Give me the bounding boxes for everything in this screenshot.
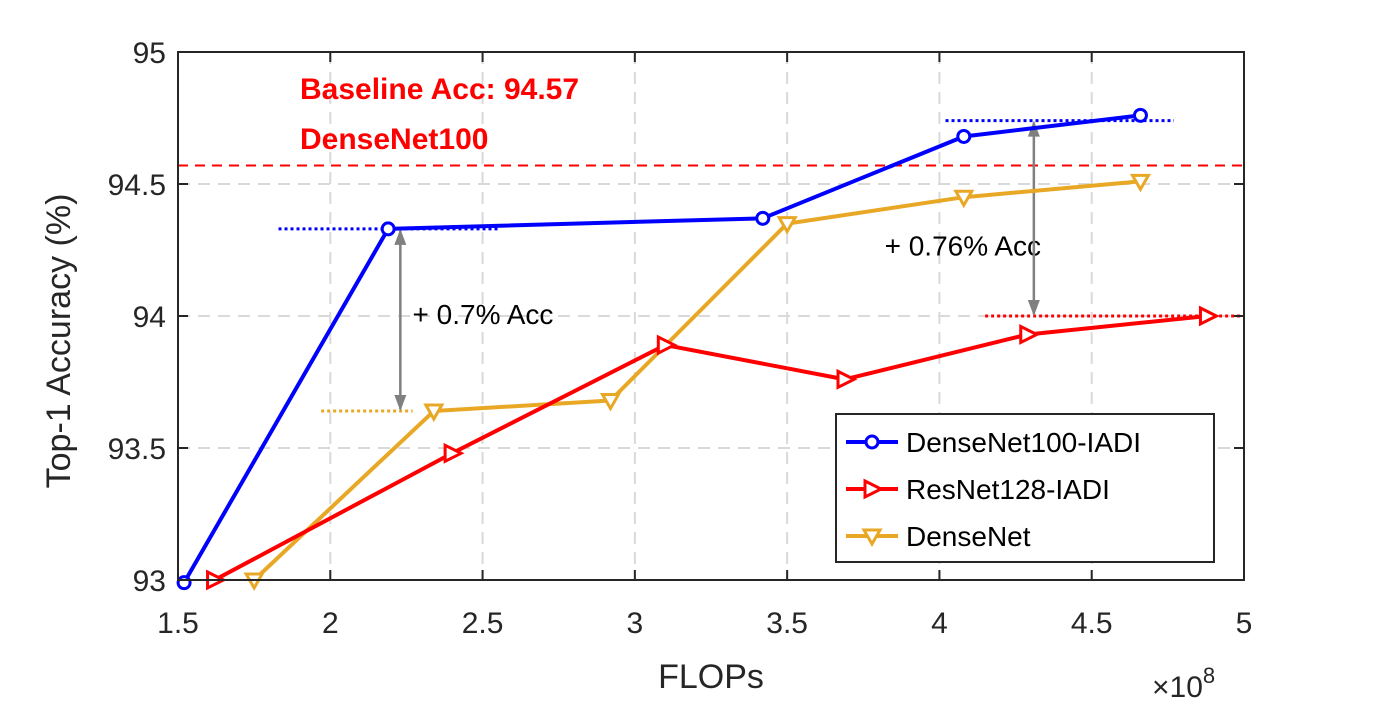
series-line: [213, 314, 1208, 582]
y-tick-label: 93.5: [108, 433, 166, 466]
series-resnet128-iadi: [206, 305, 1220, 591]
data-point: [755, 210, 771, 226]
x-tick-label: 1.5: [157, 607, 199, 640]
x-tick-label: 3.5: [766, 607, 808, 640]
data-point: [443, 442, 465, 464]
annotation-arrowhead-up: [394, 228, 407, 245]
x-axis-title: FLOPs: [658, 658, 764, 696]
data-point: [423, 403, 445, 423]
data-point: [1198, 305, 1220, 327]
legend-label-densenet: DenseNet: [906, 521, 1031, 552]
x-axis-multiplier-base: ×10: [1152, 671, 1203, 704]
legend-swatch-marker: [864, 434, 880, 450]
x-tick-label: 4.5: [1071, 607, 1113, 640]
x-tick-label: 2.5: [462, 607, 504, 640]
series: [176, 107, 1220, 592]
y-tick-label: 94: [133, 301, 166, 334]
x-tick-label: 2: [322, 607, 339, 640]
axis-ticks: 1.5 2 2.5 3 3.5 4 4.5 5 93 93.5 94 94.5 95: [108, 37, 1253, 640]
data-point: [1129, 173, 1152, 193]
annotations: + 0.7% Acc + 0.76% Acc: [278, 119, 1244, 413]
legend-label-densenet100-iadi: DenseNet100-IADI: [906, 427, 1141, 458]
data-point: [776, 216, 798, 235]
x-tick-label: 5: [1236, 607, 1253, 640]
legend-swatch-marker: [861, 528, 883, 548]
data-point: [836, 368, 858, 390]
legend-swatch-marker: [863, 478, 885, 500]
x-tick-label: 3: [627, 607, 644, 640]
data-point: [1132, 107, 1148, 123]
y-tick-label: 95: [133, 37, 166, 70]
data-point: [176, 575, 192, 591]
series-line: [252, 179, 1141, 582]
y-axis-title: Top-1 Accuracy (%): [40, 194, 78, 489]
data-point: [656, 334, 678, 356]
legend-label-resnet128-iadi: ResNet128-IADI: [906, 474, 1110, 505]
annotation-arrowhead-down: [1027, 300, 1040, 316]
x-axis-multiplier: ×108: [1152, 663, 1215, 704]
data-point: [953, 189, 975, 209]
annotation-gain-label-1: + 0.7% Acc: [413, 299, 554, 330]
y-tick-label: 94.5: [108, 169, 166, 202]
x-tick-label: 4: [931, 607, 948, 640]
legend: DenseNet100-IADI ResNet128-IADI DenseNet: [835, 413, 1215, 563]
data-point: [956, 128, 972, 144]
series-densenet100-iadi: [176, 107, 1148, 591]
y-tick-label: 93: [133, 565, 166, 598]
data-point: [599, 392, 622, 412]
baseline-label-model: DenseNet100: [300, 123, 488, 156]
legend-box: [835, 413, 1215, 563]
data-point: [380, 221, 396, 237]
annotation-gain-label-2: + 0.76% Acc: [885, 230, 1041, 261]
annotation-arrowhead-down: [394, 395, 407, 412]
x-axis-multiplier-exponent: 8: [1203, 663, 1215, 688]
baseline-label-accuracy: Baseline Acc: 94.57: [300, 73, 579, 106]
baseline-group: Baseline Acc: 94.57 DenseNet100: [178, 73, 1244, 167]
data-point: [1019, 324, 1041, 345]
